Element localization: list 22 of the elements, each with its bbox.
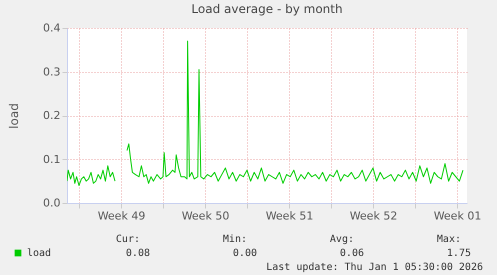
x-tick-label: Week 51 (266, 210, 314, 222)
x-tick-label: Week 49 (98, 210, 146, 222)
text: 0.08 (126, 248, 150, 259)
text: Min: (222, 234, 247, 245)
y-tick-label: 0.2 (43, 109, 60, 122)
text: Avg: (330, 234, 354, 245)
text: Last update: Thu Jan 1 05:30:00 2026 (266, 262, 483, 273)
text: 0.00 (232, 248, 257, 259)
text: 1.75 (446, 248, 471, 259)
text: 0.06 (340, 248, 364, 259)
y-tick-label: 0.4 (43, 22, 60, 34)
x-tick-label: Week 01 (434, 210, 482, 222)
y-tick-label: 0.0 (43, 196, 60, 210)
y-tick-label: 0.1 (43, 152, 60, 166)
y-axis-title: load (7, 103, 22, 129)
x-tick-label: Week 52 (350, 210, 398, 222)
text: Cur: (116, 234, 140, 245)
chart-title: Load average - by month (191, 2, 343, 16)
legend-label: load (27, 248, 52, 259)
text: Max: (436, 234, 461, 245)
x-tick-label: Week 50 (182, 210, 230, 222)
y-tick-label: 0.3 (43, 65, 60, 78)
